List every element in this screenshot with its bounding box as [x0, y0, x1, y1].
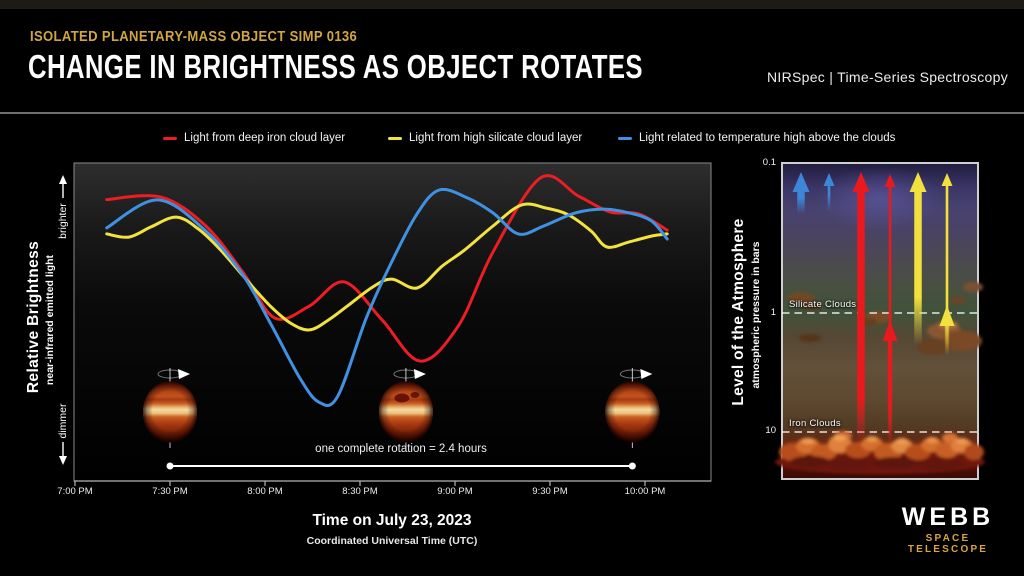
series-curve [105, 187, 669, 408]
brightness-curves [105, 174, 669, 408]
x-tick-label: 7:30 PM [152, 486, 188, 497]
pressure-tick-10: 10 [765, 425, 776, 436]
silicate-clouds-illustration [787, 282, 983, 355]
planet [143, 368, 197, 448]
x-tick-label: 8:00 PM [247, 486, 283, 497]
instrument-label: NIRSpec | Time-Series Spectroscopy [766, 69, 1008, 85]
pressure-tick-1: 1 [770, 307, 776, 318]
iron-clouds-label: Iron Clouds [789, 418, 841, 429]
x-tick-label: 10:00 PM [624, 486, 666, 497]
rotation-annotation: one complete rotation = 2.4 hours [315, 443, 487, 455]
rotation-span-line [166, 462, 636, 470]
brightness-chart [59, 162, 712, 486]
legend-dash-yellow [388, 136, 402, 140]
x-tick-label: 7:00 PM [57, 486, 93, 497]
legend-item-temperature: Light related to temperature high above … [618, 132, 895, 144]
light-arrows [792, 172, 955, 446]
planet-illustrations [143, 368, 660, 448]
webb-logo-wordmark: WEBB [901, 503, 995, 531]
eyebrow-title: ISOLATED PLANETARY-MASS OBJECT SIMP 0136 [30, 29, 358, 45]
x-axis-ticks [74, 481, 646, 486]
legend-item-silicate: Light from high silicate cloud layer [388, 132, 582, 144]
webb-logo: WEBB SPACE TELESCOPE [893, 504, 1003, 555]
x-axis-subtitle: Coordinated Universal Time (UTC) [306, 535, 478, 547]
iron-clouds-illustration [775, 431, 985, 474]
legend-label: Light from deep iron cloud layer [184, 132, 346, 144]
x-axis-title: Time on July 23, 2023 [312, 512, 472, 529]
planet [605, 368, 660, 448]
pressure-tick-0.1: 0.1 [762, 157, 776, 168]
dimmer-label: dimmer [57, 403, 69, 439]
x-tick-label: 8:30 PM [342, 486, 378, 497]
page-title: CHANGE IN BRIGHTNESS AS OBJECT ROTATES [28, 48, 643, 85]
brighter-arrow-icon [59, 175, 67, 198]
atmosphere-panel-graphics [775, 172, 985, 474]
brighter-label: brighter [57, 203, 69, 239]
legend-label: Light related to temperature high above … [639, 132, 896, 144]
legend-dash-blue [618, 136, 632, 140]
planet [378, 368, 433, 448]
header-divider [0, 112, 1024, 114]
top-strip [0, 0, 1024, 9]
legend-item-iron: Light from deep iron cloud layer [163, 132, 345, 144]
series-curve [105, 174, 669, 363]
legend-label: Light from high silicate cloud layer [409, 132, 583, 144]
legend-dash-red [163, 136, 177, 140]
x-tick-label: 9:30 PM [532, 486, 568, 497]
silicate-clouds-label: Silicate Clouds [789, 299, 857, 310]
dimmer-arrow-icon [59, 442, 67, 465]
webb-logo-subtitle: SPACE TELESCOPE [907, 533, 989, 555]
x-tick-label: 9:00 PM [437, 486, 473, 497]
